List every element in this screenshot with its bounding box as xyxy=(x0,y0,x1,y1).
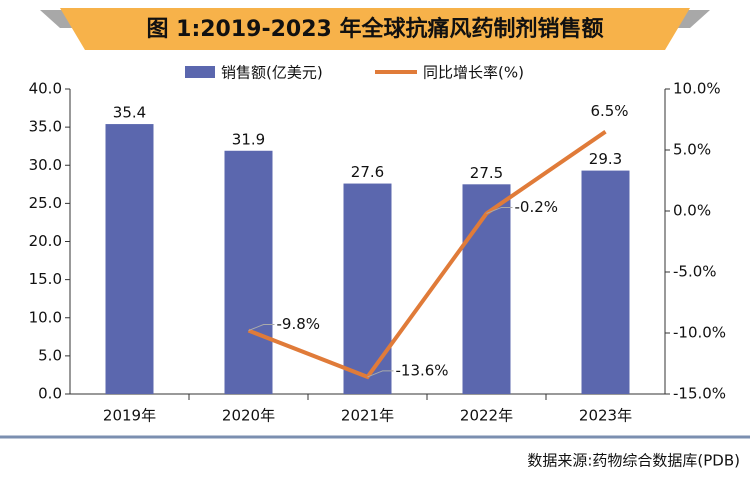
bar-label: 27.5 xyxy=(470,164,503,182)
bar-label: 35.4 xyxy=(113,104,146,122)
legend-label: 销售额(亿美元) xyxy=(221,64,323,82)
x-tick-label: 2020年 xyxy=(222,407,275,425)
x-tick-label: 2023年 xyxy=(579,407,632,425)
bar xyxy=(462,184,511,394)
y2-tick-label: 0.0% xyxy=(673,202,711,220)
legend-label: 同比增长率(%) xyxy=(423,64,524,82)
y-tick-label: 15.0 xyxy=(29,270,62,288)
line-label: 6.5% xyxy=(590,102,628,120)
y2-tick-label: -5.0% xyxy=(673,263,717,281)
leader-line xyxy=(367,370,394,378)
line-label: -0.2% xyxy=(515,198,559,216)
y2-tick-label: -15.0% xyxy=(673,385,726,403)
bar-label: 29.3 xyxy=(589,150,622,168)
bar xyxy=(105,124,154,394)
y-tick-label: 5.0 xyxy=(38,346,62,364)
title-banner xyxy=(60,8,690,50)
source: 数据来源:药物综合数据库(PDB) xyxy=(527,452,740,470)
leader-line xyxy=(486,206,513,214)
line xyxy=(247,130,607,380)
leader-line xyxy=(248,324,275,332)
legend-swatch xyxy=(185,66,215,78)
y-tick-label: 0.0 xyxy=(38,385,62,403)
bar-label: 27.6 xyxy=(351,163,384,181)
line-label: -13.6% xyxy=(396,361,449,379)
y-tick-label: 25.0 xyxy=(29,194,62,212)
y2-tick-label: -10.0% xyxy=(673,324,726,342)
y-tick-label: 10.0 xyxy=(29,308,62,326)
y-tick-label: 35.0 xyxy=(29,118,62,136)
x-tick-label: 2019年 xyxy=(103,407,156,425)
y-tick-label: 30.0 xyxy=(29,156,62,174)
bar xyxy=(224,150,273,394)
y2-tick-label: 10.0% xyxy=(673,80,721,98)
y2-tick-label: 5.0% xyxy=(673,141,711,159)
bar-label: 31.9 xyxy=(232,130,265,148)
x-tick-label: 2021年 xyxy=(341,407,394,425)
bar xyxy=(581,170,630,394)
chart-title: 图 1:2019-2023 年全球抗痛风药制剂销售额 xyxy=(146,16,603,42)
bar xyxy=(343,183,392,394)
y-tick-label: 20.0 xyxy=(29,232,62,250)
line-label: -9.8% xyxy=(277,315,321,333)
y-tick-label: 40.0 xyxy=(29,80,62,98)
x-tick-label: 2022年 xyxy=(460,407,513,425)
